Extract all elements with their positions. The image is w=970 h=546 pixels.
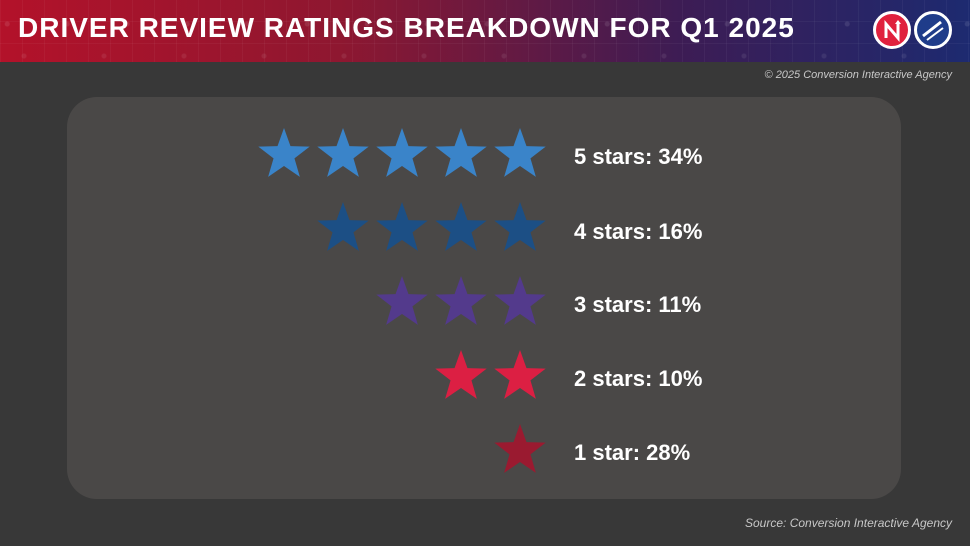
label-4-stars: 4 stars: 16% — [574, 219, 703, 244]
label-5-stars: 5 stars: 34% — [574, 144, 703, 169]
source-note: Source: Conversion Interactive Agency — [745, 516, 952, 530]
label-3-stars: 3 stars: 11% — [574, 292, 702, 317]
brand-logo-icon — [873, 11, 911, 49]
label-1-star: 1 star: 28% — [574, 440, 691, 465]
star-icon-row5-2 — [435, 128, 487, 177]
star-icon-row4-3 — [376, 202, 428, 251]
header-banner: DRIVER REVIEW RATINGS BREAKDOWN FOR Q1 2… — [0, 0, 970, 62]
page-title: DRIVER REVIEW RATINGS BREAKDOWN FOR Q1 2… — [18, 12, 795, 43]
chart-panel — [67, 97, 901, 499]
partner-logo-icon — [914, 11, 952, 49]
copyright-note: © 2025 Conversion Interactive Agency — [764, 69, 952, 81]
star-icon-row4-4 — [317, 202, 369, 251]
star-icon-row2-2 — [435, 350, 487, 399]
star-icon-row3-1 — [494, 276, 546, 325]
star-icon-row5-5 — [258, 128, 310, 177]
star-icon-row3-3 — [376, 276, 428, 325]
star-icon-row5-3 — [376, 128, 428, 177]
star-icon-row3-2 — [435, 276, 487, 325]
label-2-stars: 2 stars: 10% — [574, 366, 703, 391]
star-icon-row1-1 — [494, 424, 546, 473]
star-icon-row4-2 — [435, 202, 487, 251]
star-icon-row4-1 — [494, 202, 546, 251]
star-icon-row2-1 — [494, 350, 546, 399]
star-icon-row5-4 — [317, 128, 369, 177]
star-icon-row5-1 — [494, 128, 546, 177]
